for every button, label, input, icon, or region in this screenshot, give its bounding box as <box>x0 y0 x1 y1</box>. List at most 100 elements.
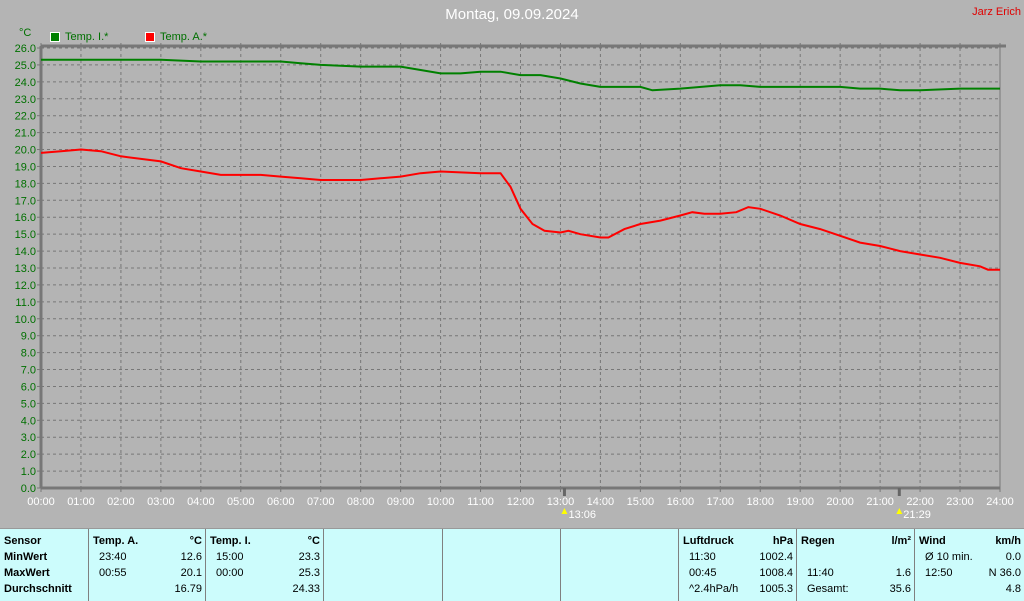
x-tick-label: 19:00 <box>786 496 814 508</box>
cell-label: 00:00 <box>216 567 244 579</box>
table-row: Gesamt: 35.6 <box>801 583 911 599</box>
y-tick-label: 21.0 <box>15 128 36 140</box>
cell-value: °C <box>189 535 202 547</box>
cell-value: 12.6 <box>180 551 202 563</box>
legend-item-temp-a: Temp. A.* <box>145 31 207 43</box>
table-row: 23:40 12.6 <box>93 551 202 567</box>
x-tick-label: 24:00 <box>986 496 1014 508</box>
cell-label: 11:30 <box>689 551 716 563</box>
table-column-tempI: Temp. I. °C 15:00 23.3 00:00 25.3 24.33 <box>205 529 324 601</box>
cell-label <box>919 583 925 599</box>
x-tick-label: 21:00 <box>866 496 894 508</box>
y-tick-label: 15.0 <box>15 229 36 241</box>
table-row: MinWert <box>4 551 84 567</box>
table-row: 15:00 23.3 <box>210 551 320 567</box>
y-tick-label: 6.0 <box>21 381 36 393</box>
legend-swatch <box>50 32 60 42</box>
x-tick-label: 09:00 <box>387 496 415 508</box>
cell-label: 11:40 <box>807 567 834 579</box>
y-axis-unit: °C <box>19 27 32 39</box>
table-column-empty <box>323 529 443 601</box>
cell-label: 12:50 <box>925 567 953 579</box>
cell-value: l/m² <box>891 535 911 547</box>
x-tick-label: 00:00 <box>27 496 55 508</box>
table-row: MaxWert <box>4 567 84 583</box>
table-row: Luftdruck hPa <box>683 535 793 551</box>
y-tick-label: 5.0 <box>21 398 36 410</box>
x-tick-label: 10:00 <box>427 496 455 508</box>
x-tick-label: 22:00 <box>906 496 934 508</box>
cell-label <box>93 583 99 599</box>
x-tick-label: 06:00 <box>267 496 295 508</box>
y-tick-label: 20.0 <box>15 145 36 157</box>
cell-value: 1.6 <box>895 567 911 579</box>
y-tick-label: 14.0 <box>15 246 36 258</box>
y-tick-label: 12.0 <box>15 280 36 292</box>
y-tick-label: 16.0 <box>15 212 36 224</box>
sunset-icon <box>896 508 903 514</box>
cell-value: 35.6 <box>889 583 911 595</box>
table-row: 16.79 <box>93 583 202 599</box>
cell-value: 16.79 <box>174 583 202 595</box>
table-column-empty <box>560 529 679 601</box>
table-row: Wind km/h <box>919 535 1021 551</box>
cell-value: 1005.3 <box>759 583 793 595</box>
cell-value: 4.8 <box>1005 583 1021 595</box>
table-column-luft: Luftdruck hPa 11:30 1002.4 00:45 1008.4 ^2.4hP… <box>678 529 797 601</box>
table-column-tempA: Temp. A. °C 23:40 12.6 00:55 20.1 16.79 <box>88 529 206 601</box>
y-tick-label: 22.0 <box>15 111 36 123</box>
cell-value: 23.3 <box>298 551 320 563</box>
cell-value: 0.0 <box>1005 551 1021 563</box>
x-tick-label: 07:00 <box>307 496 335 508</box>
table-row: 00:00 25.3 <box>210 567 320 583</box>
table-row: Temp. I. °C <box>210 535 320 551</box>
stats-table: Sensor MinWert MaxWert Durchschnitt Temp. A.… <box>0 528 1024 601</box>
table-row: 11:40 1.6 <box>801 567 911 583</box>
y-tick-label: 0.0 <box>21 483 36 495</box>
cell-label: Gesamt: <box>807 583 849 595</box>
y-tick-label: 1.0 <box>21 466 36 478</box>
series-line-temp-i <box>41 58 1000 92</box>
annotation-label: 13:06 <box>568 509 596 521</box>
table-row: 00:55 20.1 <box>93 567 202 583</box>
table-column-regen: Regen l/m² 11:40 1.6 Gesamt: 35.6 <box>796 529 915 601</box>
x-tick-label: 01:00 <box>67 496 95 508</box>
cell-label: Durchschnitt <box>4 583 72 595</box>
table-row: ^2.4hPa/h 1005.3 <box>683 583 793 599</box>
legend-label: Temp. I.* <box>65 31 109 43</box>
y-tick-label: 18.0 <box>15 178 36 190</box>
cell-label: ^2.4hPa/h <box>689 583 739 595</box>
cell-value: 24.33 <box>292 583 320 595</box>
cell-label: Temp. I. <box>210 535 251 547</box>
x-tick-label: 13:00 <box>547 496 575 508</box>
table-row: 11:30 1002.4 <box>683 551 793 567</box>
cell-label: Wind <box>919 535 946 547</box>
x-tick-label: 18:00 <box>746 496 774 508</box>
cell-label: 00:45 <box>689 567 717 579</box>
cell-value: °C <box>307 535 320 547</box>
chart-title: Montag, 09.09.2024 <box>445 6 579 23</box>
cell-label: Luftdruck <box>683 535 734 547</box>
table-column-sensor: Sensor MinWert MaxWert Durchschnitt <box>0 529 88 601</box>
table-row: 24.33 <box>210 583 320 599</box>
x-tick-label: 03:00 <box>147 496 175 508</box>
cell-label: MinWert <box>4 551 48 563</box>
x-tick-label: 17:00 <box>707 496 735 508</box>
cell-label: Ø 10 min. <box>925 551 973 563</box>
x-tick-label: 15:00 <box>627 496 655 508</box>
cell-value: N 36.0 <box>988 567 1021 579</box>
x-tick-label: 12:00 <box>507 496 535 508</box>
y-tick-label: 23.0 <box>15 94 36 106</box>
y-tick-label: 25.0 <box>15 60 36 72</box>
table-row <box>801 551 911 567</box>
x-tick-label: 08:00 <box>347 496 375 508</box>
x-tick-label: 04:00 <box>187 496 215 508</box>
cell-label: MaxWert <box>4 567 50 579</box>
legend-label: Temp. A.* <box>160 31 208 43</box>
y-tick-label: 8.0 <box>21 348 36 360</box>
series-line-temp-a <box>40 148 1000 271</box>
x-tick-label: 23:00 <box>946 496 974 508</box>
y-tick-label: 4.0 <box>21 415 36 427</box>
sunrise-icon <box>561 508 568 514</box>
cell-value: 1008.4 <box>759 567 793 579</box>
